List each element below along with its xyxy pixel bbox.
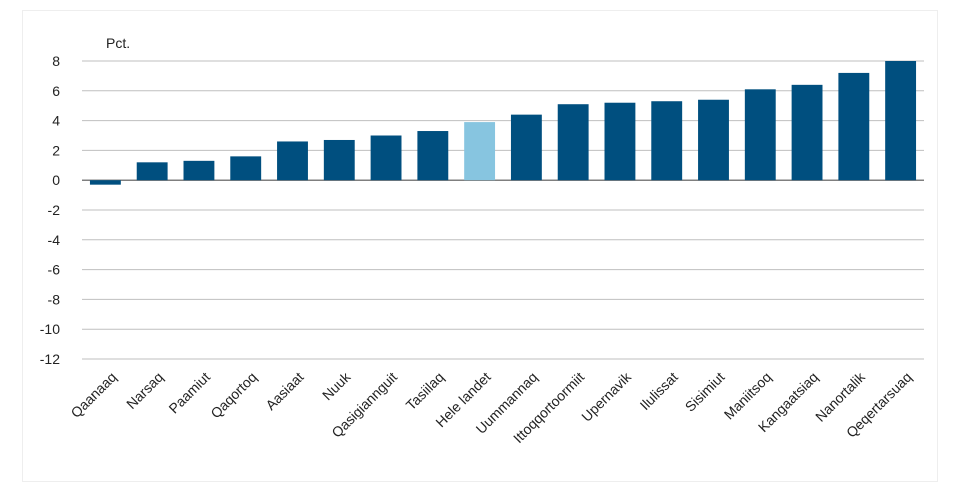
y-tick-label: 6: [52, 83, 60, 99]
x-tick-label: Upernavik: [578, 368, 635, 425]
bar-ilulissat: [651, 101, 683, 181]
bar-aasiaat: [277, 141, 308, 181]
y-axis-ticks: 8 6 4 2 0 -2 -4 -6 -8 -10 -12: [40, 53, 60, 367]
bar-paamiut: [183, 160, 215, 181]
x-tick-label: Sisimiut: [682, 369, 728, 415]
bar-kangaatsiaq: [791, 84, 823, 181]
y-tick-label: -6: [48, 262, 61, 278]
bar-upernavik: [604, 102, 636, 181]
y-tick-label: -4: [48, 232, 61, 248]
bar-ittoqqortoormiit: [557, 104, 589, 181]
x-tick-label: Tasiilaq: [403, 369, 447, 413]
bar-qaanaaq: [89, 180, 121, 185]
y-tick-label: 4: [52, 113, 60, 129]
y-tick-label: -10: [40, 321, 60, 337]
bar-qasigiannguit: [370, 135, 402, 181]
bar-maniitsoq: [744, 89, 776, 181]
bar-sisimiut: [698, 99, 729, 181]
bar-qaqortoq: [230, 156, 262, 181]
y-tick-label: -2: [48, 202, 61, 218]
bar-narsaq: [136, 162, 168, 181]
bars: [89, 61, 917, 185]
y-tick-label: 2: [52, 142, 60, 158]
y-tick-label: 8: [52, 53, 60, 69]
bar-nuuk: [323, 139, 355, 181]
x-tick-label: Narsaq: [123, 369, 166, 412]
y-tick-label: 0: [52, 172, 60, 188]
bar-tasiilaq: [417, 131, 449, 181]
bar-hele-landet: [464, 122, 496, 181]
x-tick-label: Qaanaaq: [67, 369, 119, 421]
x-tick-label: Ilulissat: [637, 369, 681, 413]
y-axis-unit-label: Pct.: [106, 35, 130, 51]
y-tick-label: -12: [40, 351, 60, 367]
y-tick-label: -8: [48, 291, 61, 307]
x-tick-label: Aasiaat: [262, 369, 306, 413]
x-tick-label: Qaqortoq: [207, 369, 260, 422]
x-tick-label: Paamiut: [165, 369, 213, 417]
gridlines: [82, 60, 924, 360]
bar-qeqertarsuaq: [885, 61, 917, 181]
bar-uummannaq: [510, 114, 542, 181]
chart-frame: [22, 10, 938, 482]
bar-nanortalik: [838, 72, 870, 181]
x-tick-label: Nuuk: [319, 368, 354, 403]
